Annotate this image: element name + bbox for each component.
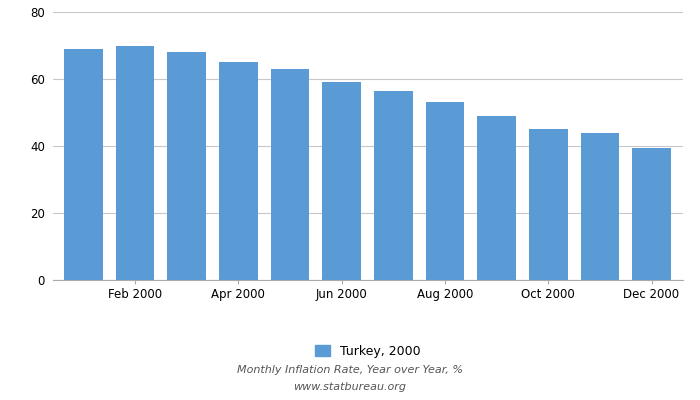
Bar — [426, 102, 464, 280]
Legend: Turkey, 2000: Turkey, 2000 — [309, 340, 426, 363]
Bar — [322, 82, 361, 280]
Text: www.statbureau.org: www.statbureau.org — [293, 382, 407, 392]
Text: Monthly Inflation Rate, Year over Year, %: Monthly Inflation Rate, Year over Year, … — [237, 365, 463, 375]
Bar — [374, 91, 413, 280]
Bar — [477, 116, 516, 280]
Bar — [529, 129, 568, 280]
Bar — [116, 46, 155, 280]
Bar — [64, 49, 103, 280]
Bar — [219, 62, 258, 280]
Bar — [580, 132, 620, 280]
Bar — [271, 69, 309, 280]
Bar — [632, 148, 671, 280]
Bar — [167, 52, 206, 280]
